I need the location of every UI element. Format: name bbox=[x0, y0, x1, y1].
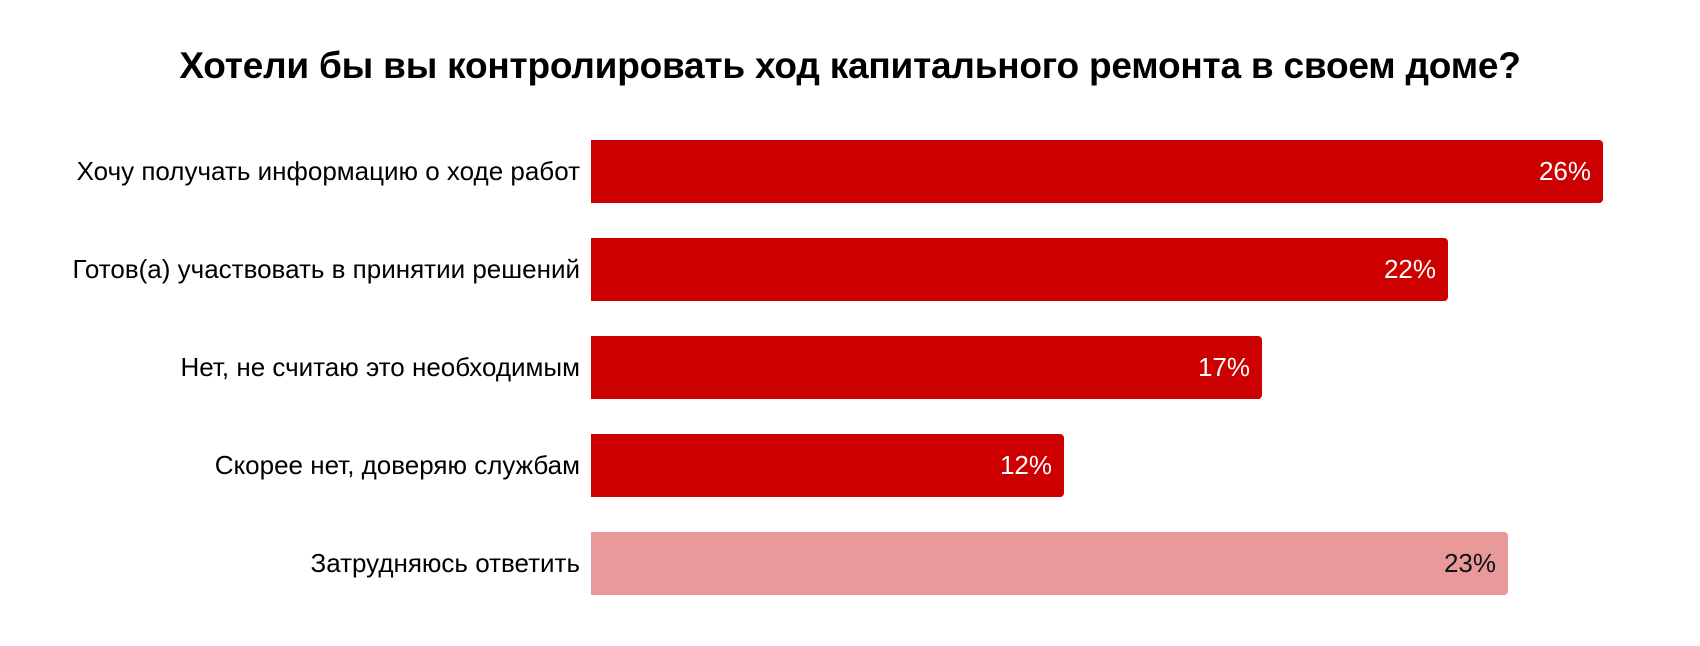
chart-title: Хотели бы вы контролировать ход капиталь… bbox=[179, 45, 1521, 86]
bar-row: Готов(а) участвовать в принятии решений … bbox=[0, 238, 1700, 301]
bar-row: Хочу получать информацию о ходе работ 26… bbox=[0, 140, 1700, 203]
category-label: Скорее нет, доверяю службам bbox=[214, 450, 580, 480]
bar-row: Нет, не считаю это необходимым 17% bbox=[0, 336, 1700, 399]
category-label: Готов(а) участвовать в принятии решений bbox=[72, 254, 580, 284]
category-label: Нет, не считаю это необходимым bbox=[180, 352, 581, 382]
value-label: 22% bbox=[1383, 254, 1436, 284]
bar: 17% bbox=[591, 336, 1262, 399]
value-label: 26% bbox=[1538, 156, 1591, 186]
bar: 26% bbox=[591, 140, 1603, 203]
value-label: 17% bbox=[1197, 352, 1250, 382]
value-label: 12% bbox=[999, 450, 1052, 480]
value-label: 23% bbox=[1443, 548, 1496, 578]
category-label: Затрудняюсь ответить bbox=[310, 548, 580, 578]
category-label: Хочу получать информацию о ходе работ bbox=[76, 156, 580, 186]
bar: 23% bbox=[591, 532, 1508, 595]
bar: 12% bbox=[591, 434, 1064, 497]
bar-row: Затрудняюсь ответить 23% bbox=[0, 532, 1700, 595]
bar-row: Скорее нет, доверяю службам 12% bbox=[0, 434, 1700, 497]
bar: 22% bbox=[591, 238, 1448, 301]
